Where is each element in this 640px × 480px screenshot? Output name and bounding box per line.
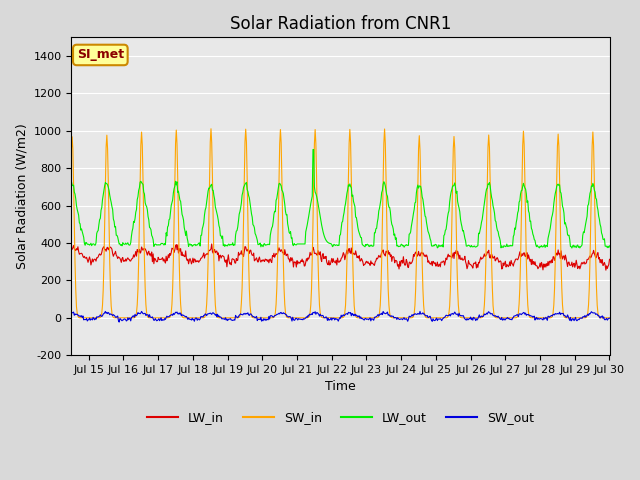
LW_in bbox=[126, 258, 134, 264]
LW_out bbox=[605, 243, 613, 249]
SW_in bbox=[207, 126, 215, 132]
LW_in bbox=[172, 242, 180, 248]
SW_out bbox=[520, 310, 528, 315]
LW_out bbox=[309, 147, 317, 153]
LW_in bbox=[605, 256, 613, 262]
SW_in bbox=[503, 315, 511, 321]
SW_out bbox=[115, 319, 123, 325]
LW_out bbox=[50, 242, 58, 248]
SW_in bbox=[520, 128, 527, 134]
SW_out bbox=[605, 315, 613, 321]
LW_out bbox=[568, 245, 576, 251]
SW_out bbox=[504, 314, 511, 320]
SW_out bbox=[138, 309, 145, 314]
Line: SW_out: SW_out bbox=[54, 312, 609, 322]
SW_out bbox=[174, 311, 182, 317]
SW_in bbox=[50, 315, 58, 321]
LW_in bbox=[59, 259, 67, 265]
LW_in bbox=[520, 251, 527, 256]
Line: LW_out: LW_out bbox=[54, 150, 609, 248]
SW_out bbox=[451, 309, 459, 315]
Text: SI_met: SI_met bbox=[77, 48, 124, 61]
LW_in bbox=[602, 267, 610, 273]
LW_out bbox=[59, 228, 67, 234]
SW_out bbox=[50, 315, 58, 321]
SW_out bbox=[127, 318, 134, 324]
Title: Solar Radiation from CNR1: Solar Radiation from CNR1 bbox=[230, 15, 451, 33]
LW_in bbox=[50, 254, 58, 260]
SW_in bbox=[126, 315, 134, 321]
SW_in bbox=[450, 133, 458, 139]
SW_out bbox=[59, 315, 67, 321]
Line: SW_in: SW_in bbox=[54, 129, 609, 318]
LW_out bbox=[172, 182, 180, 188]
LW_out bbox=[503, 241, 511, 247]
Legend: LW_in, SW_in, LW_out, SW_out: LW_in, SW_in, LW_out, SW_out bbox=[142, 406, 539, 429]
SW_in bbox=[172, 127, 180, 133]
Y-axis label: Solar Radiation (W/m2): Solar Radiation (W/m2) bbox=[15, 123, 28, 269]
Line: LW_in: LW_in bbox=[54, 244, 609, 270]
LW_in bbox=[450, 255, 458, 261]
LW_in bbox=[503, 262, 511, 268]
SW_in bbox=[605, 315, 613, 321]
LW_out bbox=[126, 242, 134, 248]
X-axis label: Time: Time bbox=[325, 381, 356, 394]
LW_in bbox=[208, 241, 216, 247]
LW_out bbox=[450, 182, 458, 188]
LW_out bbox=[520, 180, 527, 186]
SW_in bbox=[59, 315, 67, 321]
